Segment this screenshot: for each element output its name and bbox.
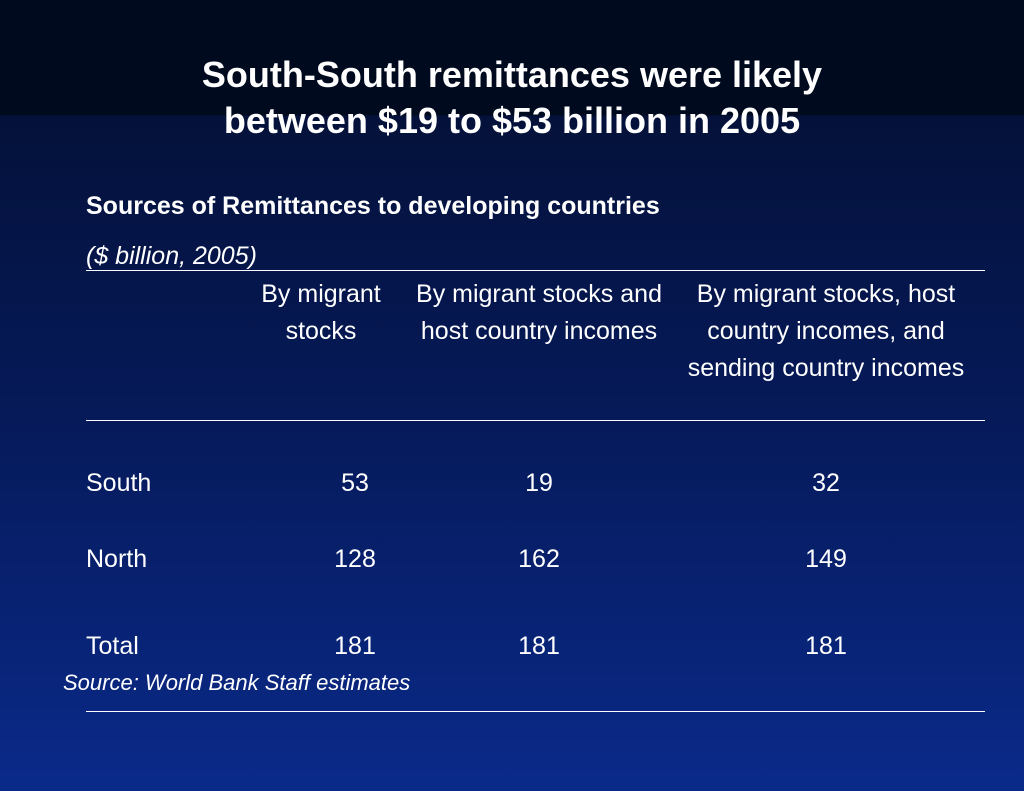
- table-bottom-rule: [86, 711, 985, 712]
- table-title: Sources of Remittances to developing cou…: [86, 192, 660, 220]
- table-units: ($ billion, 2005): [86, 242, 257, 270]
- row-label-south: South: [86, 469, 152, 497]
- source-note: Source: World Bank Staff estimates: [63, 670, 411, 695]
- column-header-stocks-host-sending-incomes: By migrant stocks, host country incomes,…: [687, 280, 965, 382]
- cell-north-col2: 162: [518, 545, 560, 573]
- cell-total-col1: 181: [334, 632, 376, 660]
- cell-south-col1: 53: [341, 469, 369, 497]
- row-label-north: North: [86, 545, 148, 573]
- cell-total-col2: 181: [518, 632, 560, 660]
- slide-title-line-2: between $19 to $53 billion in 2005: [223, 100, 801, 141]
- column-header-migrant-stocks: By migrant stocks: [261, 280, 381, 345]
- column-header-stocks-host-incomes: By migrant stocks and host country incom…: [416, 280, 662, 345]
- slide-title-line-1: South-South remittances were likely: [201, 54, 823, 95]
- table-top-rule: [86, 270, 985, 271]
- cell-south-col2: 19: [525, 469, 553, 497]
- row-label-total: Total: [86, 632, 139, 660]
- cell-total-col3: 181: [805, 632, 847, 660]
- table-header-rule: [86, 420, 985, 421]
- cell-south-col3: 32: [812, 469, 840, 497]
- cell-north-col3: 149: [805, 545, 847, 573]
- slide-title: South-South remittances were likely betw…: [0, 52, 1024, 144]
- cell-north-col1: 128: [334, 545, 376, 573]
